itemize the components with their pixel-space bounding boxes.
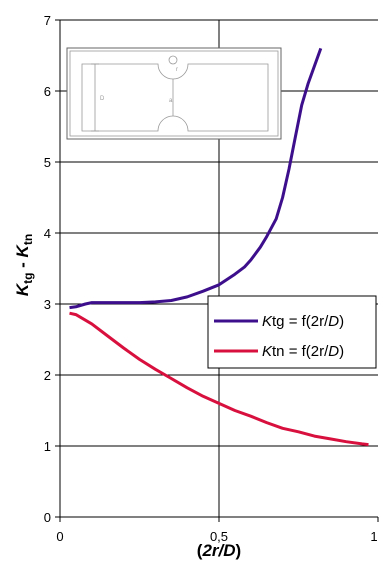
x-tick-label: 0 [56, 529, 63, 544]
x-tick-label: 1 [370, 529, 377, 544]
inset-diagram: D a r [66, 47, 282, 140]
series-line-ktg [69, 47, 323, 310]
series-lines [69, 47, 369, 447]
y-tick-label: 2 [44, 368, 51, 383]
y-tick-label: 0 [44, 510, 51, 525]
inset-outer-plate [69, 50, 279, 137]
inset-label-d: D [100, 96, 105, 102]
y-tick-label: 3 [44, 297, 51, 312]
inset-label-a: a [169, 98, 173, 104]
legend-label-ktn: Ktn = f(2r/D) [262, 343, 344, 360]
inset-label-r: r [176, 67, 178, 73]
legend-box [207, 295, 377, 369]
series-line-ktn [69, 311, 369, 447]
y-tick-label: 7 [44, 13, 51, 28]
inset-specimen [81, 55, 269, 132]
y-tick-label: 1 [44, 439, 51, 454]
x-tick-label: 0,5 [210, 529, 228, 544]
y-tick-label: 6 [44, 84, 51, 99]
y-tick-label: 5 [44, 155, 51, 170]
axis-ticks: 0 1 2 3 4 5 6 7 0 0,5 1 [44, 13, 379, 544]
legend: Ktg = f(2r/D) Ktn = f(2r/D) [207, 295, 377, 369]
x-axis-title: (2r/D) [197, 541, 241, 560]
y-tick-label: 4 [44, 226, 51, 241]
legend-label-ktg: Ktg = f(2r/D) [262, 313, 344, 330]
y-axis-title: Ktg - Ktn [13, 234, 35, 296]
